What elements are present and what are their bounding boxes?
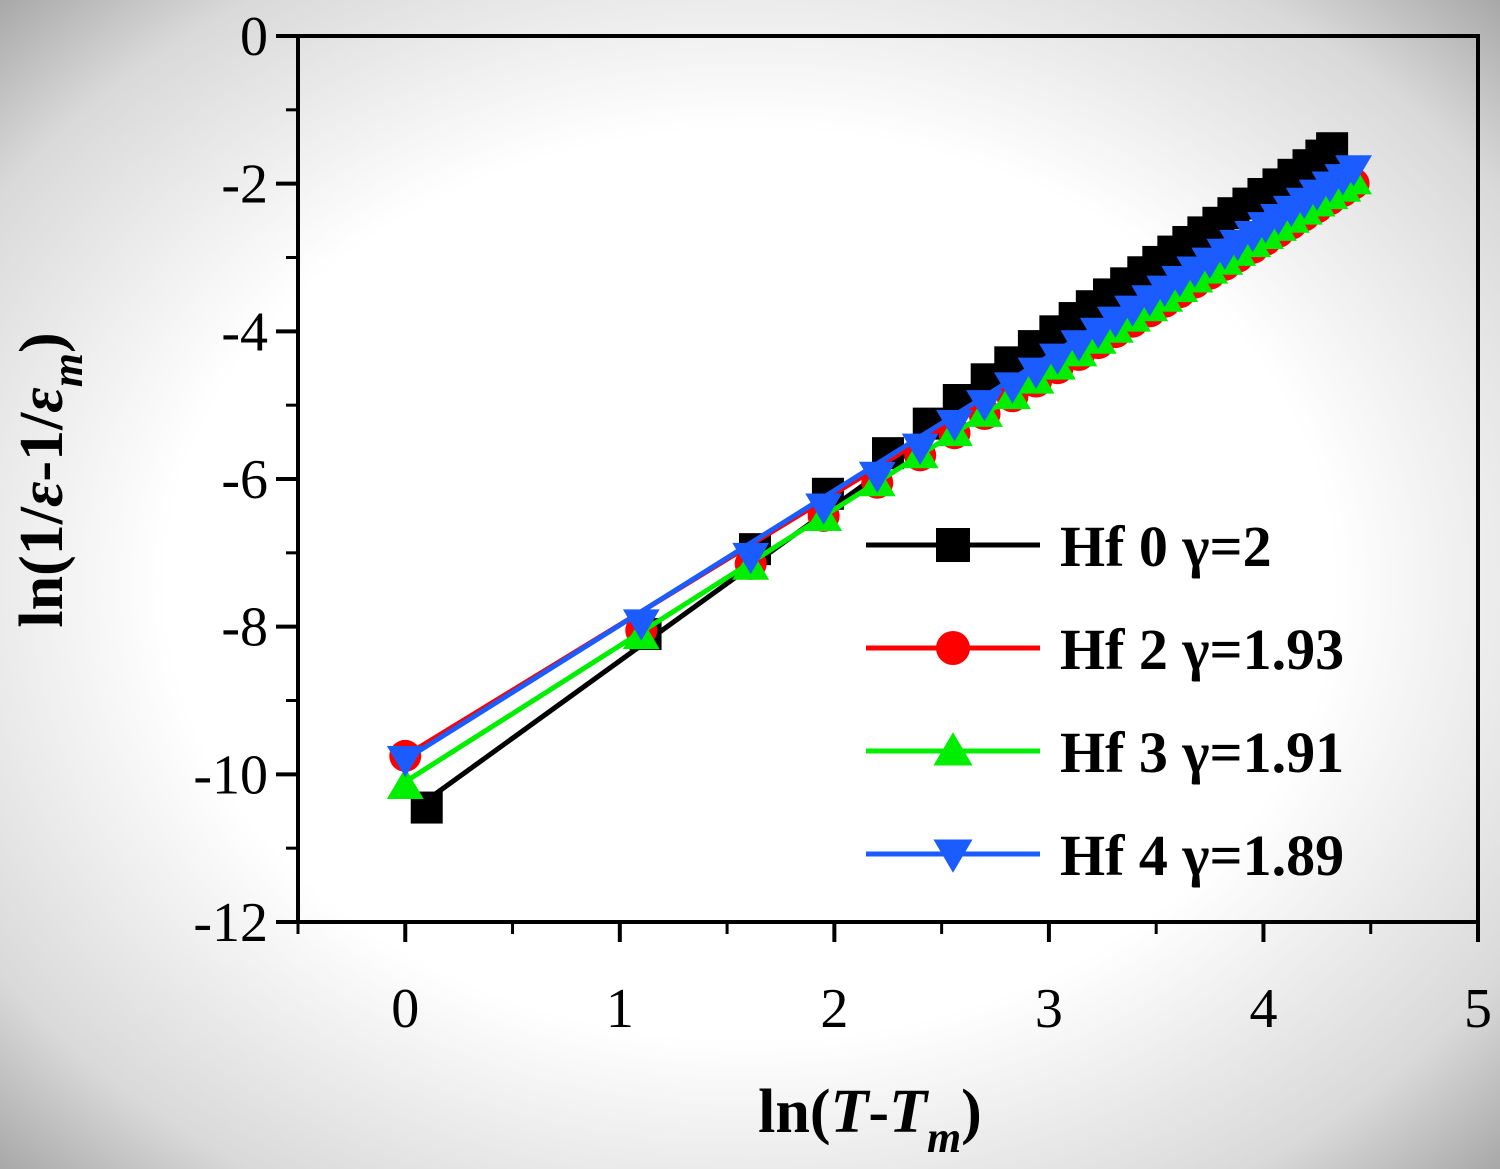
plot-area (386, 132, 1372, 824)
series-4 (386, 155, 1372, 778)
data-point (1039, 343, 1076, 375)
data-point (1079, 317, 1117, 349)
legend: Hf 0 γ=2 Hf 2 γ=1.93 Hf 3 γ=1.91 Hf 4 γ=1.8… (866, 514, 1344, 888)
data-point (858, 461, 896, 493)
data-point (994, 372, 1031, 404)
y-tick-label: -12 (193, 892, 268, 954)
data-point (1097, 306, 1134, 338)
y-tick-label: -4 (221, 301, 268, 363)
legend-item: Hf 3 γ=1.91 (866, 720, 1344, 785)
data-point (1114, 295, 1151, 327)
legend-label: Hf 4 γ=1.89 (1060, 823, 1344, 888)
data-point (901, 433, 939, 465)
y-tick-label: -8 (221, 597, 268, 659)
x-tick-label: 1 (606, 978, 634, 1040)
data-point (386, 745, 424, 778)
data-point (1060, 330, 1098, 362)
data-point (936, 410, 973, 442)
x-tick-label: 4 (1249, 978, 1277, 1040)
legend-marker (933, 732, 973, 766)
legend-marker (933, 839, 973, 873)
data-point (622, 609, 660, 641)
data-point (732, 542, 770, 575)
data-point (966, 390, 1003, 422)
data-point (1335, 155, 1372, 187)
y-tick-label: -2 (221, 154, 268, 216)
y-axis-label: ln(1/ε-1/εm) (8, 332, 92, 627)
y-tick-label: 0 (240, 6, 268, 68)
y-tick-label: -10 (193, 744, 268, 806)
x-tick-label: 2 (820, 978, 848, 1040)
legend-item: Hf 4 γ=1.89 (866, 823, 1344, 888)
y-axis: 0 -2 -4 -6 -8 -10 -12 (193, 6, 298, 954)
data-point (805, 493, 843, 525)
y-tick-label: -6 (221, 449, 268, 511)
legend-marker (936, 631, 970, 665)
legend-label: Hf 0 γ=2 (1060, 514, 1272, 579)
x-tick-label: 0 (391, 978, 419, 1040)
legend-item: Hf 2 γ=1.93 (866, 617, 1344, 682)
x-tick-label: 5 (1464, 978, 1492, 1040)
x-axis: 0 1 2 3 4 5 (296, 922, 1492, 1040)
legend-label: Hf 2 γ=1.93 (1060, 617, 1344, 682)
data-point (386, 767, 424, 800)
legend-marker (936, 528, 970, 562)
x-axis-label: ln(T-Tm) (758, 1078, 982, 1162)
legend-label: Hf 3 γ=1.91 (1060, 720, 1344, 785)
data-point (1017, 357, 1055, 389)
legend-item: Hf 0 γ=2 (866, 514, 1272, 579)
x-tick-label: 3 (1035, 978, 1063, 1040)
